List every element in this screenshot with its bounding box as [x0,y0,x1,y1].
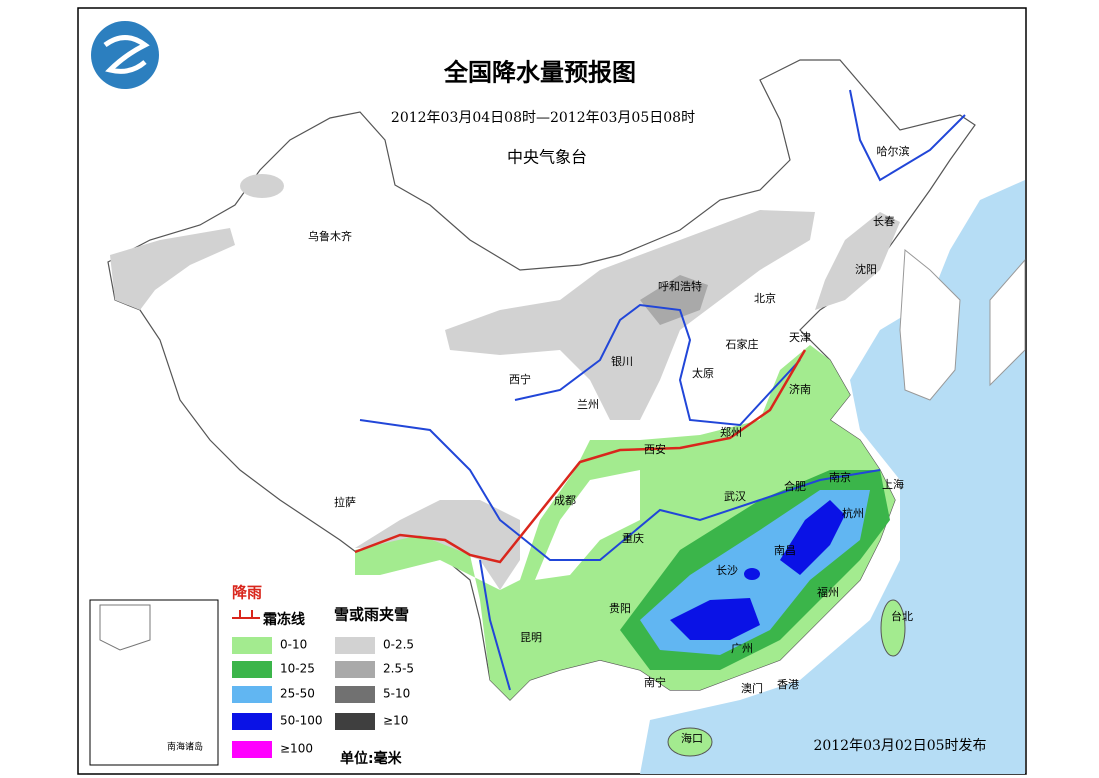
inset-land [99,604,151,651]
city-label: 成都 [554,494,576,507]
songhua-river [849,89,966,182]
legend-unit: 单位:毫米 [340,750,403,767]
city-label: 呼和浩特 [658,279,702,293]
snow-area [640,275,708,325]
legend-frost-label: 霜冻线 [262,611,305,628]
legend-label: 25-50 [280,687,315,701]
rain-area [670,598,760,640]
yangtze-river [359,419,881,561]
city-label: 福州 [817,585,839,599]
city-label: 澳门 [741,681,763,695]
legend-swatch [232,741,272,758]
city-label: 长春 [873,215,895,228]
title: 全国降水量预报图 [443,58,636,87]
city-label: 广州 [731,642,753,655]
legend-label: 50-100 [280,714,323,728]
legend-swatch [335,661,375,678]
city-label: 长沙 [716,564,738,577]
snow-area [240,174,284,198]
city-label: 合肥 [784,479,806,493]
city-label: 沈阳 [855,262,877,276]
city-label: 银川 [611,354,633,368]
taiwan [880,599,906,657]
legend-label: 0-10 [280,638,307,652]
japan [989,258,1026,387]
legend-label: 10-25 [280,662,315,676]
city-label: 哈尔滨 [877,144,910,158]
city-label: 西安 [644,442,666,456]
legend-label: 0-2.5 [383,638,414,652]
frost-line [354,349,807,564]
city-label: 天津 [789,331,811,344]
city-label: 太原 [692,367,714,380]
snow-area [815,212,900,310]
rain-area [780,500,845,575]
city-label: 上海 [882,477,904,491]
legend-rain-title: 降雨 [232,584,262,602]
city-label: 杭州 [842,506,864,520]
city-label: 昆明 [520,631,542,644]
city-label: 南京 [829,470,851,484]
river [479,559,511,691]
legend-swatch [232,686,272,703]
city-label: 贵阳 [609,602,631,615]
korea [899,249,961,401]
city-label: 南昌 [774,544,796,557]
city-label: 济南 [789,382,811,396]
city-label: 武汉 [724,490,746,503]
yellow-river [514,303,801,427]
city-label: 海口 [681,731,703,745]
legend-label: ≥100 [280,742,313,756]
legend-swatch [335,713,375,730]
legend-swatch [232,713,272,730]
city-label: 台北 [891,609,913,623]
legend-snow-title: 雪或雨夹雪 [334,606,409,624]
legend-swatch [232,637,272,654]
city-label: 乌鲁木齐 [308,229,352,243]
legend-swatch [335,637,375,654]
issuer: 中央气象台 [507,148,587,167]
city-label: 郑州 [720,425,742,439]
issued: 2012年03月02日05时发布 [813,738,986,754]
legend-swatch [232,661,272,678]
legend-label: 5-10 [383,687,410,701]
city-label: 石家庄 [726,337,759,351]
period: 2012年03月04日08时—2012年03月05日08时 [391,110,695,126]
snow-area [445,210,815,420]
legend-swatch [335,686,375,703]
city-label: 南宁 [644,675,666,689]
hainan [667,727,713,757]
legend-label: 2.5-5 [383,662,414,676]
inset-label: 南海诸岛 [167,741,203,753]
city-label: 兰州 [577,398,599,411]
city-label: 重庆 [622,531,644,545]
city-label: 北京 [754,291,776,305]
legend-label: ≥10 [383,714,408,728]
logo-mark [103,35,150,74]
city-label: 西宁 [509,372,531,386]
dry-area [535,470,640,580]
city-label: 拉萨 [334,495,356,509]
rain-area [744,568,760,580]
city-label: 香港 [777,678,799,691]
snow-area [110,228,235,310]
